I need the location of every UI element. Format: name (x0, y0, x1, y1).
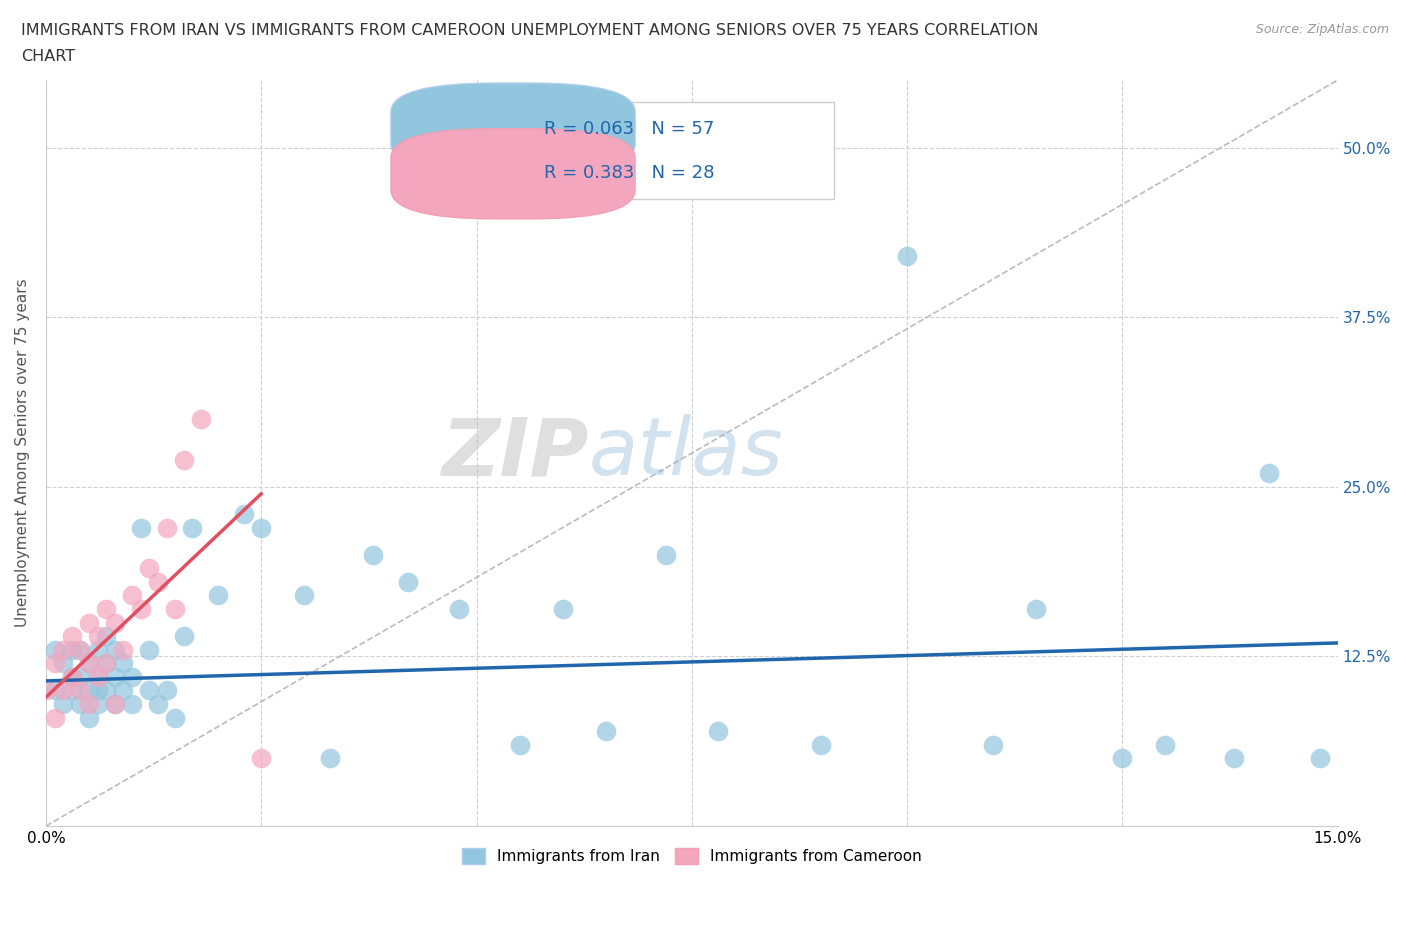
Point (86, 629, 108, 644)
Point (112, 683, 135, 698)
Y-axis label: Unemployment Among Seniors over 75 years: Unemployment Among Seniors over 75 years (15, 279, 30, 628)
Point (77, 615, 100, 630)
Point (60, 670, 83, 684)
Point (146, 697, 169, 711)
Point (86, 683, 108, 698)
Text: CHART: CHART (21, 49, 75, 64)
Text: atlas: atlas (589, 414, 783, 492)
Point (292, 588, 315, 603)
Point (52, 656, 75, 671)
Point (1111, 751, 1133, 765)
Point (60, 643, 83, 658)
Point (44, 643, 66, 658)
Point (509, 737, 531, 752)
Point (361, 548, 384, 563)
Point (96, 629, 118, 644)
Point (173, 629, 195, 644)
Point (69, 643, 91, 658)
Point (52, 643, 75, 658)
Point (138, 561, 160, 576)
Text: Source: ZipAtlas.com: Source: ZipAtlas.com (1256, 23, 1389, 36)
Point (52, 683, 75, 698)
Point (319, 751, 342, 765)
Point (104, 643, 127, 658)
Point (129, 602, 152, 617)
Point (44, 711, 66, 725)
Point (86, 670, 108, 684)
Point (112, 656, 135, 671)
Point (981, 737, 1004, 752)
Point (86, 643, 108, 658)
Point (1223, 751, 1246, 765)
Point (706, 724, 728, 738)
Point (60, 683, 83, 698)
Text: ZIP: ZIP (441, 414, 589, 492)
Point (69, 697, 91, 711)
Point (655, 548, 678, 563)
Legend: Immigrants from Iran, Immigrants from Cameroon: Immigrants from Iran, Immigrants from Ca… (456, 843, 928, 870)
Point (1154, 737, 1177, 752)
Point (595, 724, 617, 738)
Point (138, 643, 160, 658)
Point (96, 656, 118, 671)
Point (52, 697, 75, 711)
Point (69, 683, 91, 698)
Point (69, 670, 91, 684)
Point (121, 670, 143, 684)
Point (173, 452, 195, 467)
Point (121, 588, 143, 603)
Point (129, 520, 152, 535)
Point (1309, 751, 1331, 765)
Point (551, 602, 574, 617)
Point (181, 520, 204, 535)
Point (104, 697, 127, 711)
Point (77, 711, 100, 725)
Point (77, 697, 100, 711)
Point (250, 520, 273, 535)
Point (104, 697, 127, 711)
Point (146, 575, 169, 590)
Point (165, 602, 187, 617)
Point (35, 683, 58, 698)
Point (396, 575, 419, 590)
Point (60, 670, 83, 684)
Point (104, 670, 127, 684)
Point (112, 643, 135, 658)
Point (86, 697, 108, 711)
Point (96, 683, 118, 698)
Point (1257, 466, 1279, 481)
Point (77, 683, 100, 698)
Point (121, 697, 143, 711)
Text: IMMIGRANTS FROM IRAN VS IMMIGRANTS FROM CAMEROON UNEMPLOYMENT AMONG SENIORS OVER: IMMIGRANTS FROM IRAN VS IMMIGRANTS FROM … (21, 23, 1039, 38)
Point (190, 412, 212, 427)
Point (207, 588, 229, 603)
Point (449, 602, 471, 617)
Point (77, 656, 100, 671)
Point (138, 683, 160, 698)
Point (77, 656, 100, 671)
Point (44, 683, 66, 698)
Point (104, 615, 127, 630)
Point (233, 507, 256, 522)
Point (96, 656, 118, 671)
Point (1025, 602, 1047, 617)
Point (44, 656, 66, 671)
Point (155, 683, 177, 698)
Point (250, 751, 273, 765)
Point (165, 711, 187, 725)
Point (810, 737, 832, 752)
Point (69, 643, 91, 658)
Point (86, 670, 108, 684)
Point (896, 249, 918, 264)
Point (155, 520, 177, 535)
Point (96, 602, 118, 617)
Point (60, 629, 83, 644)
